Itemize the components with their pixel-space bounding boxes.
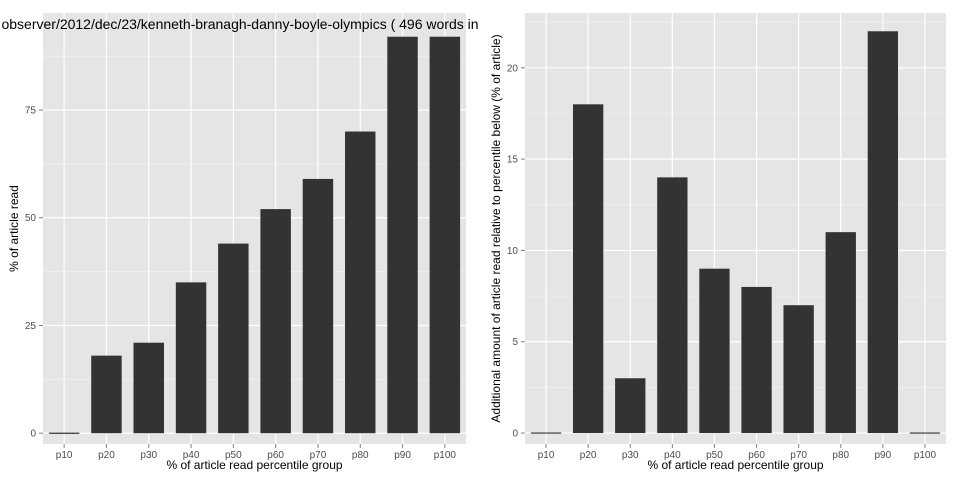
bar-p90 (387, 36, 418, 434)
y-tick-label: 10 (507, 246, 519, 257)
bar-p20 (572, 104, 604, 434)
bar-p70 (302, 178, 334, 434)
x-tick-label: p40 (664, 450, 681, 461)
x-tick-label: p60 (267, 450, 284, 461)
x-tick-label: p20 (98, 450, 115, 461)
x-tick-label: p70 (310, 450, 327, 461)
x-tick-label: p80 (352, 450, 369, 461)
bar-p80 (825, 232, 856, 434)
y-tick-label: 20 (507, 63, 519, 74)
bar-p60 (260, 209, 291, 434)
x-axis-title: % of article read percentile group (647, 458, 823, 472)
y-tick-label: 0 (512, 429, 518, 440)
chart-title: observer/2012/dec/23/kenneth-branagh-dan… (1, 16, 478, 32)
bar-p30 (133, 342, 164, 434)
x-tick-label: p10 (538, 450, 555, 461)
bar-p100 (429, 36, 461, 434)
x-tick-label: p90 (875, 450, 892, 461)
bar-p70 (783, 305, 814, 434)
bar-p20 (91, 355, 122, 434)
bar-p50 (699, 268, 730, 434)
bar-p90 (867, 31, 899, 434)
x-tick-label: p80 (832, 450, 849, 461)
y-tick-label: 50 (25, 213, 37, 224)
bar-p80 (345, 131, 376, 434)
y-tick-label: 75 (25, 105, 37, 116)
x-tick-label: p100 (434, 450, 457, 461)
x-tick-label: p10 (56, 450, 73, 461)
x-tick-label: p40 (183, 450, 200, 461)
chart-right: 0 5 10 15 20 p10 p20 p30 p40 p50 p60 p70 p80 p90 p100%… (489, 13, 946, 472)
y-tick-label: 5 (512, 337, 518, 348)
x-tick-label: p20 (580, 450, 597, 461)
x-tick-label: p50 (225, 450, 242, 461)
y-tick-label: 15 (507, 155, 519, 166)
x-tick-label: p30 (622, 450, 639, 461)
x-tick-label: p90 (394, 450, 411, 461)
x-tick-label: p30 (140, 450, 157, 461)
x-tick-label: p50 (706, 450, 723, 461)
y-tick-label: 0 (30, 429, 36, 440)
y-axis-title: Additional amount of article read relati… (489, 34, 503, 422)
bar-p60 (741, 286, 772, 434)
y-tick-label: 25 (25, 321, 37, 332)
chart-left: 0 25 50 75 p10 p20 p30 p40 p50 p60 p70 p80 p90 p100 % … (1, 13, 479, 472)
x-axis-title: % of article read percentile group (166, 458, 342, 472)
bar-p40 (175, 282, 207, 434)
x-tick-label: p100 (914, 450, 937, 461)
bar-p40 (657, 177, 688, 434)
y-axis-title: % of article read (7, 185, 21, 272)
x-tick-label: p70 (790, 450, 807, 461)
bar-p50 (218, 243, 249, 434)
bar-p30 (615, 378, 646, 434)
x-tick-label: p60 (748, 450, 765, 461)
